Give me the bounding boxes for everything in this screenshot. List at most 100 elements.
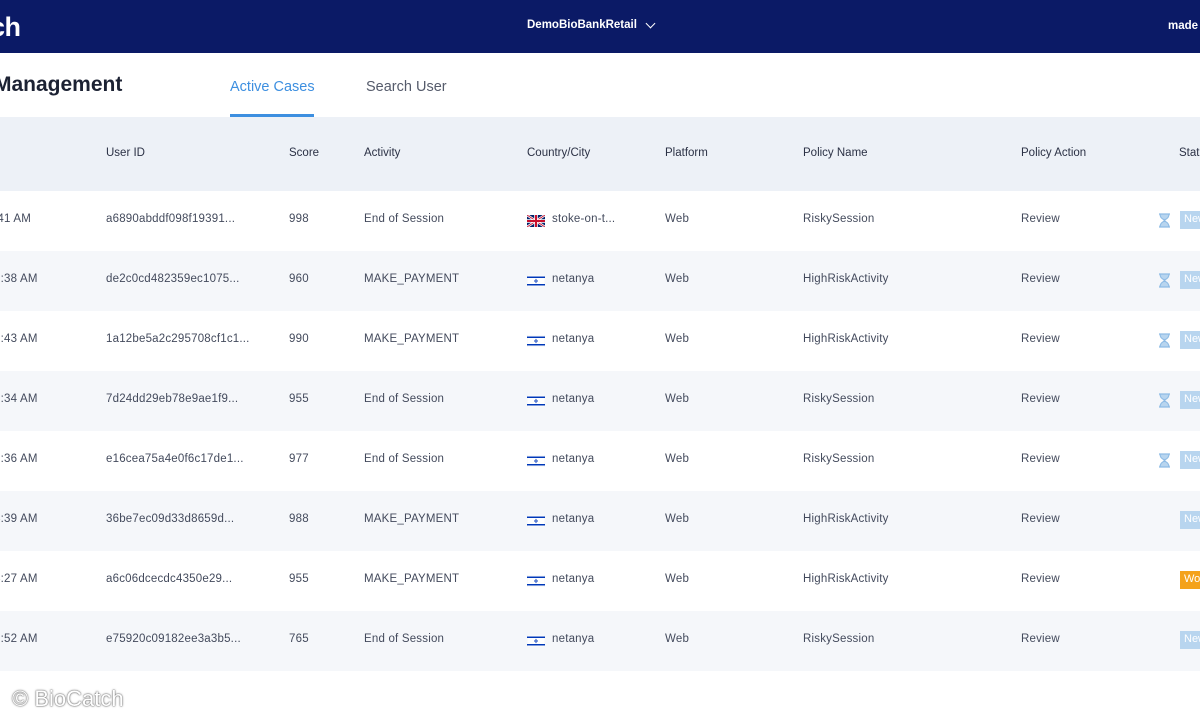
cell-city: netanya: [552, 273, 595, 285]
cell-policy-name: RiskySession: [803, 213, 875, 225]
cell-platform: Web: [665, 273, 690, 285]
cell-platform: Web: [665, 213, 690, 225]
environment-selector[interactable]: DemoBioBankRetail: [527, 18, 656, 31]
cell-user-id[interactable]: e16cea75a4e0f6c17de1...: [106, 453, 244, 465]
cell-user-id[interactable]: 1a12be5a2c295708cf1c1...: [106, 333, 250, 345]
uk-flag-icon: [526, 214, 546, 228]
user-menu[interactable]: made: [1168, 20, 1199, 32]
column-header-score[interactable]: Score: [289, 147, 320, 159]
israel-flag-icon: [526, 514, 546, 528]
cell-score: 998: [289, 213, 309, 225]
status-badge[interactable]: New: [1180, 271, 1200, 289]
status-badge[interactable]: New: [1180, 451, 1200, 469]
cell-user-id[interactable]: de2c0cd482359ec1075...: [106, 273, 240, 285]
table-row[interactable]: 8:43 AM 1a12be5a2c295708cf1c1... 990 MAKE_P…: [0, 311, 1200, 371]
cell-activity: End of Session: [364, 633, 445, 645]
hourglass-icon[interactable]: [1158, 453, 1171, 468]
environment-label: DemoBioBankRetail: [527, 19, 637, 31]
cell-user-id[interactable]: a6c06dcecdc4350e29...: [106, 573, 233, 585]
cell-time: 5:52 AM: [0, 633, 38, 645]
cell-policy-action: Review: [1021, 453, 1060, 465]
cell-platform: Web: [665, 633, 690, 645]
israel-flag-icon: [526, 334, 546, 348]
table-row[interactable]: 4:39 AM 36be7ec09d33d8659d... 988 MAKE_PAYM…: [0, 491, 1200, 551]
table-row[interactable]: :41 AM a6890abddf098f19391... 998 End of Se…: [0, 191, 1200, 251]
cell-city: netanya: [552, 573, 595, 585]
hourglass-icon[interactable]: [1158, 273, 1171, 288]
cell-platform: Web: [665, 393, 690, 405]
cell-time: 8:34 AM: [0, 393, 38, 405]
hourglass-icon[interactable]: [1158, 393, 1171, 408]
top-bar: ch DemoBioBankRetail made: [0, 0, 1200, 53]
cell-activity: End of Session: [364, 453, 445, 465]
cell-time: 4:39 AM: [0, 513, 38, 525]
israel-flag-icon: [526, 274, 546, 288]
tab-active-cases[interactable]: Active Cases: [230, 79, 315, 95]
status-badge[interactable]: New: [1180, 631, 1200, 649]
cell-city: stoke-on-t...: [552, 213, 616, 225]
cell-activity: MAKE_PAYMENT: [364, 273, 460, 285]
cell-score: 955: [289, 393, 309, 405]
cell-policy-name: HighRiskActivity: [803, 513, 889, 525]
column-header-policy-action[interactable]: Policy Action: [1021, 147, 1087, 159]
cell-user-id[interactable]: 7d24dd29eb78e9ae1f9...: [106, 393, 239, 405]
page-title: Management: [0, 73, 123, 96]
cell-city: netanya: [552, 453, 595, 465]
cell-score: 990: [289, 333, 309, 345]
cell-user-id[interactable]: a6890abddf098f19391...: [106, 213, 236, 225]
column-header-user-id[interactable]: User ID: [106, 147, 145, 159]
chevron-down-icon: [645, 18, 656, 28]
status-badge[interactable]: Wo: [1180, 571, 1200, 589]
cell-platform: Web: [665, 333, 690, 345]
tab-search-user[interactable]: Search User: [366, 79, 447, 95]
column-header-activity[interactable]: Activity: [364, 147, 401, 159]
table-header: e User ID Score Activity Country/City Pl…: [0, 117, 1200, 191]
israel-flag-icon: [526, 634, 546, 648]
column-header-platform[interactable]: Platform: [665, 147, 708, 159]
cell-policy-name: RiskySession: [803, 393, 875, 405]
cell-policy-name: RiskySession: [803, 453, 875, 465]
table-row[interactable]: 5:52 AM e75920c09182ee3a3b5... 765 End of S…: [0, 611, 1200, 671]
cell-policy-name: HighRiskActivity: [803, 273, 889, 285]
cell-time: :41 AM: [0, 213, 31, 225]
app-logo[interactable]: ch: [0, 12, 21, 42]
cell-user-id[interactable]: 36be7ec09d33d8659d...: [106, 513, 235, 525]
cell-time: 8:38 AM: [0, 273, 38, 285]
cell-time: 8:36 AM: [0, 453, 38, 465]
cell-city: netanya: [552, 513, 595, 525]
cell-score: 955: [289, 573, 309, 585]
cell-activity: MAKE_PAYMENT: [364, 573, 460, 585]
cell-activity: End of Session: [364, 213, 445, 225]
cell-policy-action: Review: [1021, 573, 1060, 585]
status-badge[interactable]: New: [1180, 331, 1200, 349]
cell-time: 4:27 AM: [0, 573, 38, 585]
hourglass-icon[interactable]: [1158, 333, 1171, 348]
cell-score: 977: [289, 453, 309, 465]
column-header-status[interactable]: Stat: [1179, 147, 1200, 159]
status-badge[interactable]: New: [1180, 211, 1200, 229]
cell-platform: Web: [665, 573, 690, 585]
cell-policy-action: Review: [1021, 513, 1060, 525]
hourglass-icon[interactable]: [1158, 213, 1171, 228]
status-badge[interactable]: New: [1180, 391, 1200, 409]
cell-policy-action: Review: [1021, 393, 1060, 405]
cell-policy-action: Review: [1021, 333, 1060, 345]
status-badge[interactable]: New: [1180, 511, 1200, 529]
cell-user-id[interactable]: e75920c09182ee3a3b5...: [106, 633, 241, 645]
column-header-country-city[interactable]: Country/City: [527, 147, 591, 159]
table-row[interactable]: 8:36 AM e16cea75a4e0f6c17de1... 977 End of …: [0, 431, 1200, 491]
table-row[interactable]: 4:27 AM a6c06dcecdc4350e29... 955 MAKE_PAYM…: [0, 551, 1200, 611]
cell-score: 960: [289, 273, 309, 285]
israel-flag-icon: [526, 454, 546, 468]
column-header-policy-name[interactable]: Policy Name: [803, 147, 868, 159]
table-row[interactable]: 8:38 AM de2c0cd482359ec1075... 960 MAKE_PAY…: [0, 251, 1200, 311]
cell-policy-name: RiskySession: [803, 633, 875, 645]
cell-score: 988: [289, 513, 309, 525]
cell-city: netanya: [552, 333, 595, 345]
table-row[interactable]: 8:34 AM 7d24dd29eb78e9ae1f9... 955 End of S…: [0, 371, 1200, 431]
cell-activity: End of Session: [364, 393, 445, 405]
cell-time: 8:43 AM: [0, 333, 38, 345]
page-header: Management Active Cases Search User: [0, 53, 1200, 117]
watermark: © BioCatch: [12, 686, 124, 711]
cell-policy-action: Review: [1021, 633, 1060, 645]
